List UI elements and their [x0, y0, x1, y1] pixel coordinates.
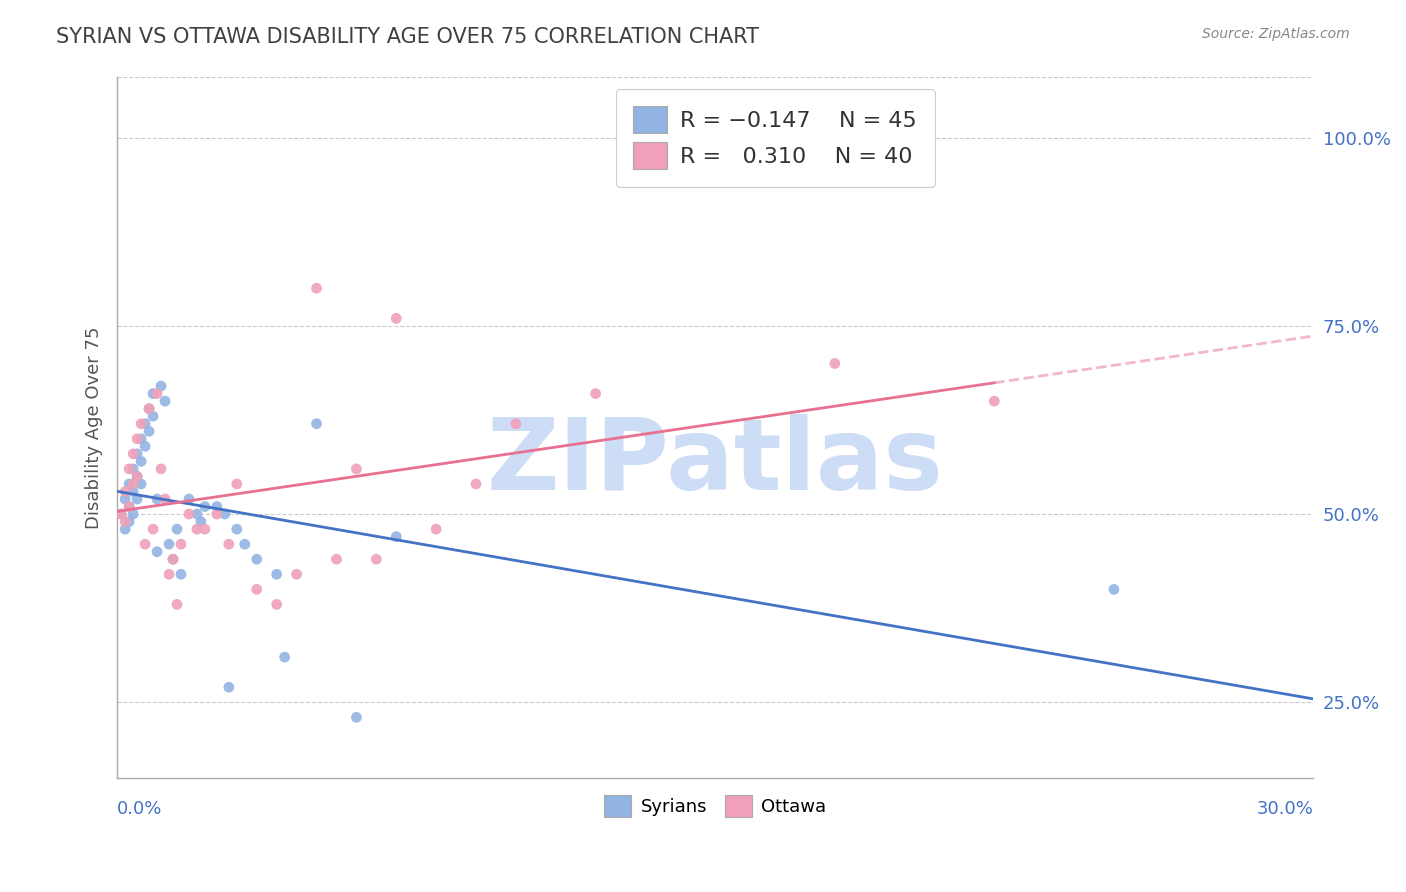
Point	[214, 507, 236, 521]
Y-axis label: Disability Age Over 75: Disability Age Over 75	[86, 326, 103, 529]
Point	[205, 507, 228, 521]
Point	[146, 491, 169, 506]
Point	[266, 567, 288, 582]
Point	[233, 537, 256, 551]
Point	[170, 567, 193, 582]
Point	[122, 507, 145, 521]
Point	[146, 386, 169, 401]
Point	[153, 491, 176, 506]
Point	[166, 522, 188, 536]
Point	[344, 710, 367, 724]
Point	[138, 424, 160, 438]
Point	[127, 491, 149, 506]
Point	[505, 417, 527, 431]
Point	[142, 386, 165, 401]
Point	[218, 680, 240, 694]
Point	[134, 439, 156, 453]
Point	[177, 491, 200, 506]
Point	[166, 598, 188, 612]
Point	[824, 357, 846, 371]
Point	[114, 484, 136, 499]
Point	[425, 522, 447, 536]
Point	[246, 552, 269, 566]
Point	[194, 500, 217, 514]
Point	[325, 552, 347, 566]
Point	[225, 477, 247, 491]
Point	[983, 394, 1005, 409]
Point	[114, 491, 136, 506]
Point	[266, 598, 288, 612]
Point	[385, 311, 408, 326]
Point	[142, 522, 165, 536]
Point	[177, 507, 200, 521]
Point	[205, 500, 228, 514]
Point	[157, 537, 180, 551]
Point	[225, 522, 247, 536]
Point	[118, 500, 141, 514]
Point	[170, 537, 193, 551]
Point	[1102, 582, 1125, 597]
Text: ZIPatlas: ZIPatlas	[486, 414, 943, 511]
Point	[194, 522, 217, 536]
Point	[146, 545, 169, 559]
Text: 30.0%: 30.0%	[1257, 800, 1313, 818]
Point	[129, 417, 152, 431]
Point	[138, 401, 160, 416]
Point	[142, 409, 165, 424]
Point	[127, 447, 149, 461]
Point	[186, 522, 208, 536]
Point	[129, 477, 152, 491]
Point	[110, 507, 132, 521]
Point	[129, 454, 152, 468]
Point	[127, 432, 149, 446]
Point	[305, 417, 328, 431]
Point	[190, 515, 212, 529]
Point	[114, 522, 136, 536]
Text: 0.0%: 0.0%	[117, 800, 163, 818]
Point	[218, 537, 240, 551]
Point	[273, 650, 295, 665]
Point	[285, 567, 308, 582]
Point	[110, 507, 132, 521]
Point	[118, 515, 141, 529]
Point	[162, 552, 184, 566]
Point	[186, 507, 208, 521]
Point	[465, 477, 488, 491]
Point	[122, 484, 145, 499]
Point	[114, 515, 136, 529]
Point	[127, 469, 149, 483]
Point	[118, 477, 141, 491]
Point	[157, 567, 180, 582]
Point	[344, 462, 367, 476]
Point	[138, 401, 160, 416]
Legend: Syrians, Ottawa: Syrians, Ottawa	[598, 788, 834, 824]
Point	[118, 500, 141, 514]
Point	[246, 582, 269, 597]
Point	[134, 417, 156, 431]
Point	[150, 379, 173, 393]
Point	[122, 447, 145, 461]
Point	[127, 469, 149, 483]
Point	[305, 281, 328, 295]
Point	[162, 552, 184, 566]
Point	[134, 537, 156, 551]
Point	[129, 432, 152, 446]
Text: Source: ZipAtlas.com: Source: ZipAtlas.com	[1202, 27, 1350, 41]
Point	[122, 477, 145, 491]
Text: SYRIAN VS OTTAWA DISABILITY AGE OVER 75 CORRELATION CHART: SYRIAN VS OTTAWA DISABILITY AGE OVER 75 …	[56, 27, 759, 46]
Point	[153, 394, 176, 409]
Point	[150, 462, 173, 476]
Point	[385, 530, 408, 544]
Point	[366, 552, 388, 566]
Point	[122, 462, 145, 476]
Point	[585, 386, 607, 401]
Point	[118, 462, 141, 476]
